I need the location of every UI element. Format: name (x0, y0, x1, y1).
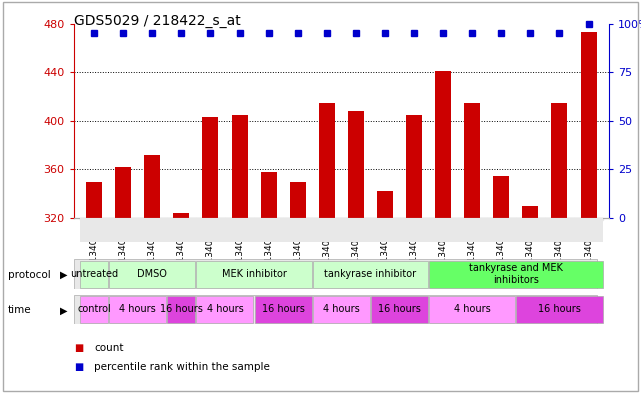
Text: untreated: untreated (70, 269, 118, 279)
Bar (377, 191, 393, 218)
Bar (196, 218, 225, 242)
Bar (261, 172, 277, 218)
Bar (458, 218, 487, 242)
Bar (203, 117, 219, 218)
Bar (517, 296, 603, 323)
Bar (348, 111, 364, 218)
Bar (79, 218, 108, 220)
Bar (108, 218, 138, 242)
Text: percentile rank within the sample: percentile rank within the sample (94, 362, 270, 373)
Text: ▶: ▶ (60, 305, 67, 316)
Text: ■: ■ (74, 343, 83, 353)
Text: 4 hours: 4 hours (119, 305, 156, 314)
Bar (313, 261, 428, 288)
Bar (283, 218, 312, 242)
Bar (406, 115, 422, 218)
Bar (487, 218, 516, 220)
Bar (138, 218, 167, 242)
Text: MEK inhibitor: MEK inhibitor (222, 269, 287, 279)
Text: 16 hours: 16 hours (378, 305, 421, 314)
Bar (115, 167, 131, 218)
Bar (225, 218, 254, 242)
Text: 4 hours: 4 hours (323, 305, 360, 314)
Bar (79, 218, 108, 242)
Text: time: time (8, 305, 31, 316)
Bar (173, 213, 189, 218)
Bar (429, 218, 458, 242)
Bar (435, 71, 451, 218)
Text: protocol: protocol (8, 270, 51, 280)
Bar (494, 176, 510, 218)
Text: ■: ■ (74, 362, 83, 373)
Bar (86, 182, 102, 218)
Bar (458, 218, 487, 220)
Bar (551, 103, 567, 218)
Bar (167, 218, 196, 242)
Bar (399, 218, 429, 242)
Bar (231, 115, 247, 218)
Bar (108, 218, 138, 220)
Text: DMSO: DMSO (137, 269, 167, 279)
Bar (290, 182, 306, 218)
Bar (370, 218, 399, 220)
Text: 16 hours: 16 hours (262, 305, 304, 314)
Bar (464, 103, 480, 218)
Bar (312, 218, 341, 220)
Text: control: control (77, 305, 111, 314)
Bar (109, 261, 196, 288)
Text: 16 hours: 16 hours (538, 305, 581, 314)
Text: ▶: ▶ (60, 270, 67, 280)
Bar (196, 218, 225, 220)
Bar (429, 261, 603, 288)
Bar (574, 218, 603, 242)
Bar (341, 218, 370, 220)
Bar (138, 218, 167, 220)
Bar (197, 296, 253, 323)
Bar (225, 218, 254, 220)
Text: 4 hours: 4 hours (206, 305, 244, 314)
Bar (574, 218, 603, 220)
Bar (167, 218, 196, 220)
Bar (319, 103, 335, 218)
Bar (254, 218, 283, 242)
Bar (581, 32, 597, 218)
Bar (516, 218, 545, 242)
Bar (429, 296, 515, 323)
Text: count: count (94, 343, 124, 353)
Bar (370, 218, 399, 242)
Bar (312, 218, 341, 242)
Text: 4 hours: 4 hours (454, 305, 490, 314)
Bar (254, 218, 283, 220)
Bar (341, 218, 370, 242)
Bar (254, 296, 312, 323)
Bar (487, 218, 516, 242)
Bar (516, 218, 545, 220)
Bar (109, 296, 166, 323)
Bar (144, 155, 160, 218)
Bar (80, 296, 108, 323)
Bar (399, 218, 429, 220)
Bar (429, 218, 458, 220)
Bar (545, 218, 574, 242)
Bar (371, 296, 428, 323)
Bar (80, 261, 108, 288)
Text: tankyrase inhibitor: tankyrase inhibitor (324, 269, 417, 279)
Bar (313, 296, 370, 323)
Bar (197, 261, 312, 288)
Bar (522, 206, 538, 218)
Text: GDS5029 / 218422_s_at: GDS5029 / 218422_s_at (74, 14, 240, 28)
Bar (545, 218, 574, 220)
Bar (167, 296, 196, 323)
Bar (283, 218, 312, 220)
Text: tankyrase and MEK
inhibitors: tankyrase and MEK inhibitors (469, 263, 563, 285)
Text: 16 hours: 16 hours (160, 305, 203, 314)
